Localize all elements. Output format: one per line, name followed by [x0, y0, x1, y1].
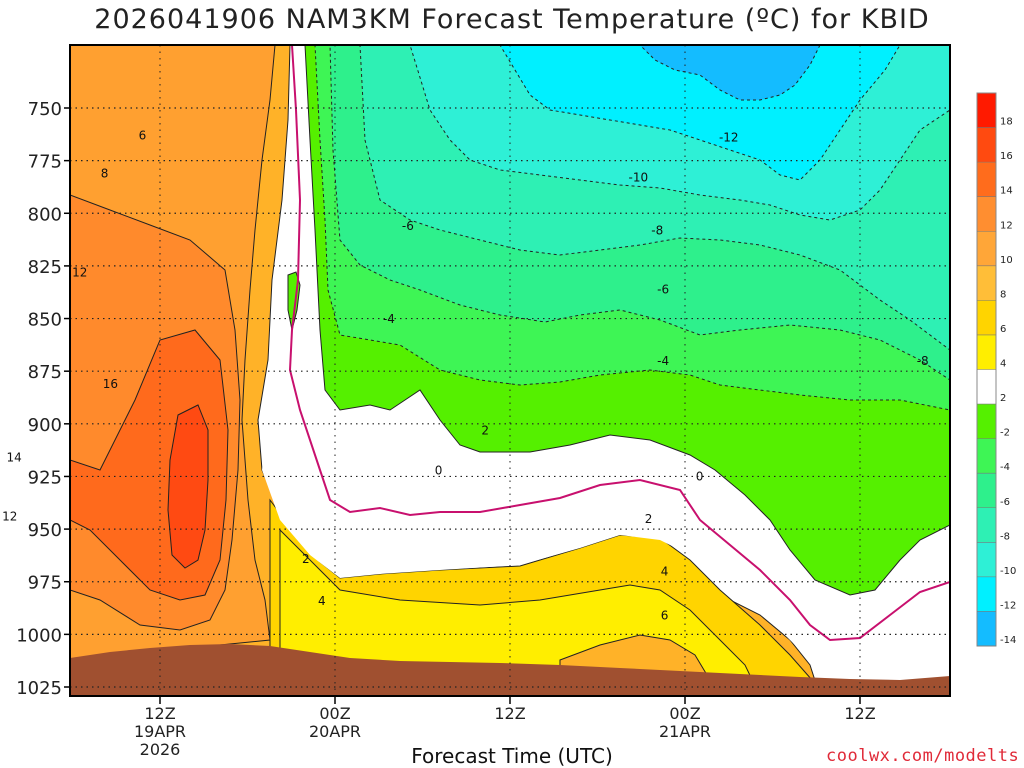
colorbar-swatch	[977, 473, 996, 509]
contour-label: 16	[103, 377, 118, 391]
core-16	[167, 404, 209, 569]
y-tick-label: 825	[28, 257, 62, 278]
contour-label: 12	[2, 510, 17, 524]
chart-title: 2026041906 NAM3KM Forecast Temperature (…	[94, 4, 930, 35]
y-axis: 750 775 800 825 850 875 900 925 950 975 1000 1025	[16, 99, 70, 699]
contour-label: 2	[481, 423, 489, 437]
x-tick-label: 12Z	[844, 704, 875, 723]
freezing-line	[288, 45, 950, 642]
contour-label: 6	[661, 609, 669, 623]
y-tick-label: 975	[28, 573, 62, 594]
contour-label: -8	[651, 223, 663, 237]
x-tick-label: 12Z	[494, 704, 525, 723]
colorbar-swatch	[977, 300, 996, 336]
colorbar-label: -6	[1000, 497, 1010, 508]
contour-label: -12	[719, 131, 739, 145]
contour-label: 6	[139, 129, 147, 143]
colorbar-swatch	[977, 162, 996, 198]
colorbar-swatch	[977, 369, 996, 405]
colorbar-label: 14	[1000, 186, 1013, 197]
contour-label: 4	[661, 564, 669, 578]
colorbar-swatch	[977, 265, 996, 301]
colorbar-label: -10	[1000, 566, 1016, 577]
colorbar-label: 10	[1000, 255, 1013, 266]
x-tick-label: 20APR	[309, 722, 361, 741]
y-tick-label: 925	[28, 467, 62, 488]
colorbar-swatch	[977, 93, 996, 129]
y-tick-label: 950	[28, 520, 62, 541]
colorbar: 18 16 14 12 10 8 6 4 2 -2 -4 -6 -8 -10 -12 -14	[976, 92, 1016, 647]
colorbar-label: 12	[1000, 220, 1013, 231]
contour-label: -8	[917, 354, 929, 368]
colorbar-swatch	[977, 438, 996, 474]
y-tick-label: 775	[28, 152, 62, 173]
contour-label: -10	[629, 171, 649, 185]
source-credit: coolwx.com/modelts	[826, 746, 1020, 766]
colorbar-label: 18	[1000, 117, 1013, 128]
colorbar-swatch	[977, 404, 996, 440]
colorbar-label: 2	[1000, 393, 1006, 404]
contour-label: -4	[383, 312, 395, 326]
contour-label: 0	[696, 470, 704, 484]
colorbar-swatch	[977, 231, 996, 267]
x-tick-label: 19APR	[134, 722, 186, 741]
colorbar-swatch	[977, 196, 996, 232]
y-tick-label: 900	[28, 415, 62, 436]
contour-label: -6	[657, 282, 669, 296]
colorbar-label: 8	[1000, 289, 1006, 300]
colorbar-label: -2	[1000, 428, 1010, 439]
x-axis-title: Forecast Time (UTC)	[411, 744, 613, 768]
colorbar-swatch	[977, 542, 996, 578]
colorbar-swatch	[977, 611, 996, 647]
x-tick-label: 00Z	[669, 704, 700, 723]
x-tick-label: 12Z	[144, 704, 175, 723]
y-tick-label: 800	[28, 204, 62, 225]
contour-label: 8	[101, 166, 109, 180]
x-tick-label: 00Z	[319, 704, 350, 723]
colorbar-label: 16	[1000, 151, 1013, 162]
contour-label: 0	[435, 463, 443, 477]
colorbar-label: 6	[1000, 324, 1006, 335]
y-tick-label: 1025	[16, 678, 62, 699]
y-tick-label: 1000	[16, 625, 62, 646]
colorbar-label: -4	[1000, 462, 1010, 473]
y-tick-label: 850	[28, 310, 62, 331]
colorbar-label: -8	[1000, 531, 1010, 542]
colorbar-label: -12	[1000, 600, 1016, 611]
colorbar-label: 4	[1000, 359, 1006, 370]
contour-label: -6	[402, 219, 414, 233]
contour-labels: 6 8 12 16 14 12 2 4 0 2 2 4 6 0 -6 -4 -10 -8 -6 -4 -12 -8	[2, 129, 929, 623]
x-tick-label: 21APR	[659, 722, 711, 741]
colorbar-swatch	[977, 507, 996, 543]
colorbar-label: -14	[1000, 635, 1016, 646]
white-band	[262, 45, 950, 696]
gridlines	[70, 45, 950, 696]
contour-label: 2	[302, 552, 310, 566]
contour-label: 14	[7, 451, 22, 465]
x-tick-label: 2026	[140, 740, 181, 759]
colorbar-swatch	[977, 127, 996, 163]
colorbar-swatch	[977, 334, 996, 370]
contour-label: 12	[72, 265, 87, 279]
contour-label: 4	[318, 594, 326, 608]
contour-label: -4	[657, 354, 669, 368]
contour-label: 2	[645, 512, 653, 526]
y-tick-label: 750	[28, 99, 62, 120]
y-tick-label: 875	[28, 362, 62, 383]
colorbar-swatch	[977, 576, 996, 612]
cold-band-12	[499, 45, 901, 181]
